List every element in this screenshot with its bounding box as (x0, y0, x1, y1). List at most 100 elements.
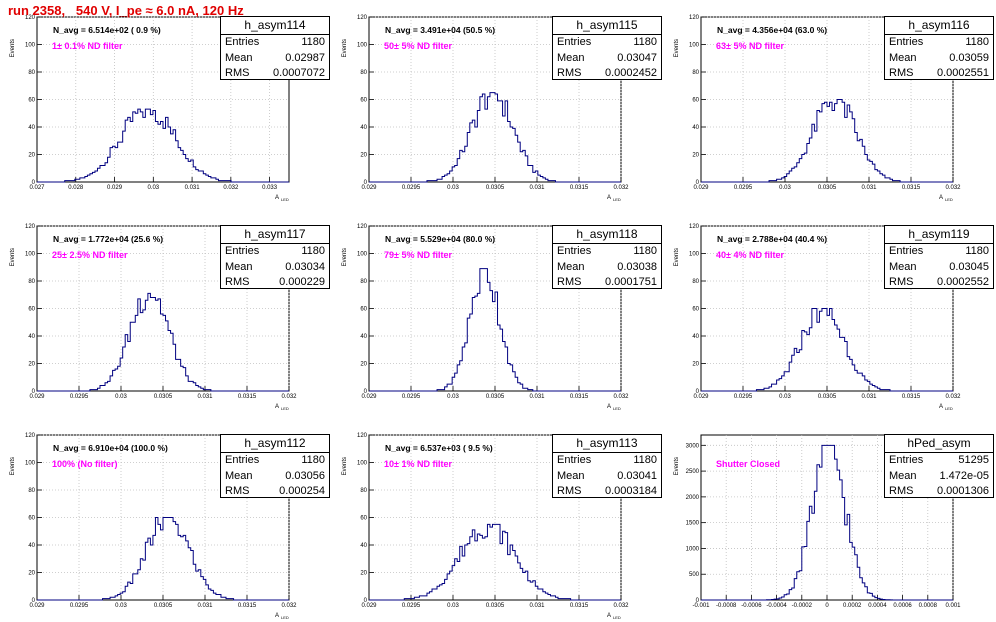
filter-label: 100% (No filter) (52, 459, 118, 469)
stat-row-entries: Entries 1180 (221, 453, 329, 469)
navg-label: N_avg = 6.537e+03 ( 9.5 %) (385, 443, 493, 453)
stat-box: h_asym113 Entries 1180 Mean 0.03041 RMS 0.0003… (552, 434, 662, 498)
run-title: run 2358, 540 V, I_pe ≈ 6.0 nA, 120 Hz (8, 3, 244, 18)
stat-label: RMS (225, 67, 250, 79)
y-tick-label: 100 (25, 252, 36, 258)
y-tick-label: 120 (25, 15, 36, 21)
x-tick-label: 0.029 (693, 394, 709, 400)
stat-value: 0.03038 (617, 260, 657, 273)
navg-label: N_avg = 4.356e+04 (63.0 %) (717, 25, 828, 35)
stat-value: 0.03047 (617, 51, 657, 64)
stat-row-rms: RMS 0.0001306 (885, 484, 993, 500)
y-tick-label: 1500 (686, 521, 700, 527)
y-tick-label: 20 (692, 153, 699, 159)
x-tick-label: 0.0295 (734, 185, 753, 191)
navg-label: N_avg = 6.514e+02 ( 0.9 %) (53, 25, 161, 35)
x-tick-label: 0.031 (197, 603, 213, 609)
stat-value: 1180 (965, 36, 989, 48)
x-tick-label: 0.031 (185, 185, 201, 191)
stat-value: 0.0001751 (605, 276, 657, 288)
y-tick-label: 20 (360, 153, 367, 159)
stat-label: Mean (889, 469, 917, 482)
stat-value: 0.03059 (949, 51, 989, 64)
x-tick-label: 0.0305 (486, 185, 505, 191)
stat-label: Entries (889, 36, 924, 48)
x-axis-subscript: LED (281, 197, 289, 202)
stat-box: h_asym118 Entries 1180 Mean 0.03038 RMS 0.0001… (552, 225, 662, 289)
y-tick-label: 500 (689, 572, 700, 578)
y-tick-label: 0 (696, 389, 700, 395)
y-tick-label: 0 (364, 389, 368, 395)
x-tick-label: 0.031 (861, 394, 877, 400)
x-axis-title: A (607, 613, 611, 619)
stat-value: 0.03045 (949, 260, 989, 273)
y-tick-label: 0 (696, 180, 700, 186)
histogram-series (701, 99, 953, 183)
y-axis-title: Events (674, 457, 680, 475)
stat-box: h_asym114 Entries 1180 Mean 0.02987 RMS 0.0007… (220, 16, 330, 80)
x-axis-subscript: LED (613, 197, 621, 202)
x-tick-label: 0.0305 (486, 394, 505, 400)
y-tick-label: 2000 (686, 495, 700, 501)
filter-label: Shutter Closed (716, 459, 781, 469)
x-tick-label: 0.0315 (238, 603, 257, 609)
stat-box-title: h_asym114 (221, 17, 329, 35)
stat-row-rms: RMS 0.000229 (221, 275, 329, 291)
y-tick-label: 0 (32, 389, 36, 395)
stat-row-mean: Mean 1.472e-05 (885, 469, 993, 485)
stat-value: 0.0001306 (937, 485, 989, 497)
x-axis-title: A (939, 195, 943, 201)
y-tick-label: 80 (28, 70, 35, 76)
y-tick-label: 20 (360, 362, 367, 368)
stat-label: RMS (225, 485, 250, 497)
y-tick-label: 100 (357, 43, 368, 49)
stat-label: Entries (557, 245, 592, 257)
histogram-series (369, 92, 621, 183)
x-tick-label: 0.0315 (238, 394, 257, 400)
stat-label: Mean (225, 260, 253, 273)
stat-box-title: h_asym115 (553, 17, 661, 35)
x-tick-label: 0.0006 (893, 603, 912, 609)
y-tick-label: 60 (28, 98, 35, 104)
x-tick-label: 0.0295 (70, 394, 89, 400)
x-tick-label: 0.03 (779, 394, 791, 400)
x-tick-label: 0 (825, 603, 829, 609)
x-axis-title: A (275, 195, 279, 201)
y-tick-label: 120 (689, 224, 700, 230)
y-tick-label: 40 (692, 334, 699, 340)
x-tick-label: 0.032 (945, 185, 961, 191)
stat-box: hPed_asym Entries 51295 Mean 1.472e-05 RMS 0.0… (884, 434, 994, 498)
stat-box: h_asym116 Entries 1180 Mean 0.03059 RMS 0.0002… (884, 16, 994, 80)
stat-label: RMS (889, 67, 914, 79)
y-axis-title: Events (674, 248, 680, 266)
histogram-series (369, 268, 621, 392)
stat-box-title: h_asym119 (885, 226, 993, 244)
stat-value: 0.03056 (285, 469, 325, 482)
histogram-series (37, 292, 289, 392)
histogram-series (701, 308, 953, 392)
y-tick-label: 100 (689, 252, 700, 258)
navg-label: N_avg = 6.910e+04 (100.0 %) (53, 443, 168, 453)
x-tick-label: 0.029 (107, 185, 123, 191)
stat-row-rms: RMS 0.0002452 (553, 66, 661, 82)
stat-label: RMS (225, 276, 250, 288)
y-tick-label: 120 (357, 15, 368, 21)
stat-label: Mean (557, 469, 585, 482)
y-tick-label: 20 (28, 362, 35, 368)
navg-label: N_avg = 5.529e+04 (80.0 %) (385, 234, 496, 244)
y-tick-label: 40 (692, 125, 699, 131)
y-axis-title: Events (342, 457, 348, 475)
y-tick-label: 60 (692, 98, 699, 104)
x-tick-label: 0.03 (779, 185, 791, 191)
x-tick-label: 0.031 (529, 394, 545, 400)
stat-row-mean: Mean 0.03038 (553, 260, 661, 276)
y-tick-label: 80 (360, 488, 367, 494)
x-tick-label: 0.0008 (919, 603, 938, 609)
x-axis-subscript: LED (281, 406, 289, 411)
stat-value: 1180 (633, 36, 657, 48)
y-tick-label: 80 (28, 488, 35, 494)
y-tick-label: 40 (28, 543, 35, 549)
stat-value: 1180 (965, 245, 989, 257)
stat-row-entries: Entries 1180 (553, 35, 661, 51)
